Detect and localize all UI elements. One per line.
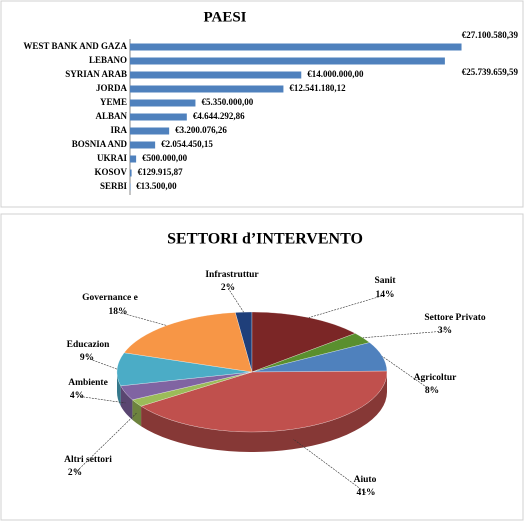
bar-title: PAESI (203, 9, 246, 25)
pie-slice (251, 311, 356, 373)
y-tick-label: LEBANO (89, 55, 127, 65)
leader-line (227, 287, 244, 313)
pie-side (120, 385, 133, 420)
y-tick-label: YEME (100, 97, 127, 107)
bar (130, 127, 170, 135)
bar (130, 155, 137, 163)
bar (130, 99, 196, 107)
leader-line (308, 294, 386, 318)
y-tick-label: UKRAI (97, 153, 127, 163)
bar (130, 43, 462, 51)
bar-frame (0, 0, 524, 208)
legend-label: Educazion (67, 340, 110, 350)
value-label: €4.644.292,86 (193, 111, 245, 121)
value-label: €27.100.580,39 (462, 30, 519, 40)
leader-line (117, 311, 167, 326)
legend-label: Altri settori (64, 455, 112, 465)
legend-label: Ambiente (68, 378, 108, 388)
value-label: €13.500,00 (136, 181, 177, 191)
pie-side (141, 372, 387, 452)
y-tick-label: WEST BANK AND GAZA (23, 41, 127, 51)
value-label: €500.000,00 (142, 153, 188, 163)
y-tick-label: SYRIAN ARAB (65, 69, 127, 79)
value-label: €12.541.180,12 (289, 83, 346, 93)
pie-side (132, 399, 142, 427)
pie-slice (123, 312, 253, 373)
leader-line (76, 395, 126, 404)
bar (130, 113, 187, 121)
legend-label: Settore Privato (424, 313, 486, 323)
value-label: €25.739.659,59 (462, 67, 519, 77)
pie-frame (0, 213, 524, 521)
pie-side (117, 372, 121, 406)
bar (130, 141, 156, 149)
bar (130, 183, 131, 191)
y-tick-label: IRA (110, 125, 127, 135)
bar (130, 71, 302, 79)
value-label: 4% (70, 391, 84, 401)
legend-label: Aiuto (354, 475, 377, 485)
y-tick-label: KOSOV (94, 167, 127, 177)
value-label: 2% (221, 283, 235, 293)
value-label: 8% (425, 386, 439, 396)
leader-line (74, 412, 137, 474)
value-label: €129.915,87 (138, 167, 184, 177)
legend-label: Governance e (82, 293, 138, 303)
value-label: 14% (376, 290, 395, 300)
value-label: 2% (68, 468, 82, 478)
value-label: 9% (80, 353, 94, 363)
y-tick-label: JORDA (96, 83, 127, 93)
pie-slice (140, 370, 388, 433)
leader-line (362, 330, 446, 339)
leader-line (382, 356, 433, 392)
value-label: €5.350.000,00 (201, 97, 253, 107)
bar (130, 57, 445, 65)
leader-line (293, 438, 367, 494)
value-label: 18% (109, 307, 128, 317)
leader-line (86, 357, 118, 370)
value-label: €3.200.076,26 (175, 125, 227, 135)
value-label: 3% (438, 326, 452, 336)
legend-label: Agricoltur (414, 373, 458, 383)
pie-title: SETTORI d’INTERVENTO (167, 231, 363, 248)
value-label: €14.000.000,00 (307, 69, 364, 79)
value-label: 41% (357, 488, 376, 498)
value-label: €2.054.450,15 (161, 139, 213, 149)
y-tick-label: SERBI (100, 181, 128, 191)
legend-label: Sanit (374, 276, 396, 286)
legend-label: Infrastruttur (205, 270, 259, 280)
bar (130, 169, 132, 177)
y-tick-label: BOSNIA AND (72, 139, 128, 149)
bar (130, 85, 284, 93)
y-tick-label: ALBAN (95, 111, 127, 121)
